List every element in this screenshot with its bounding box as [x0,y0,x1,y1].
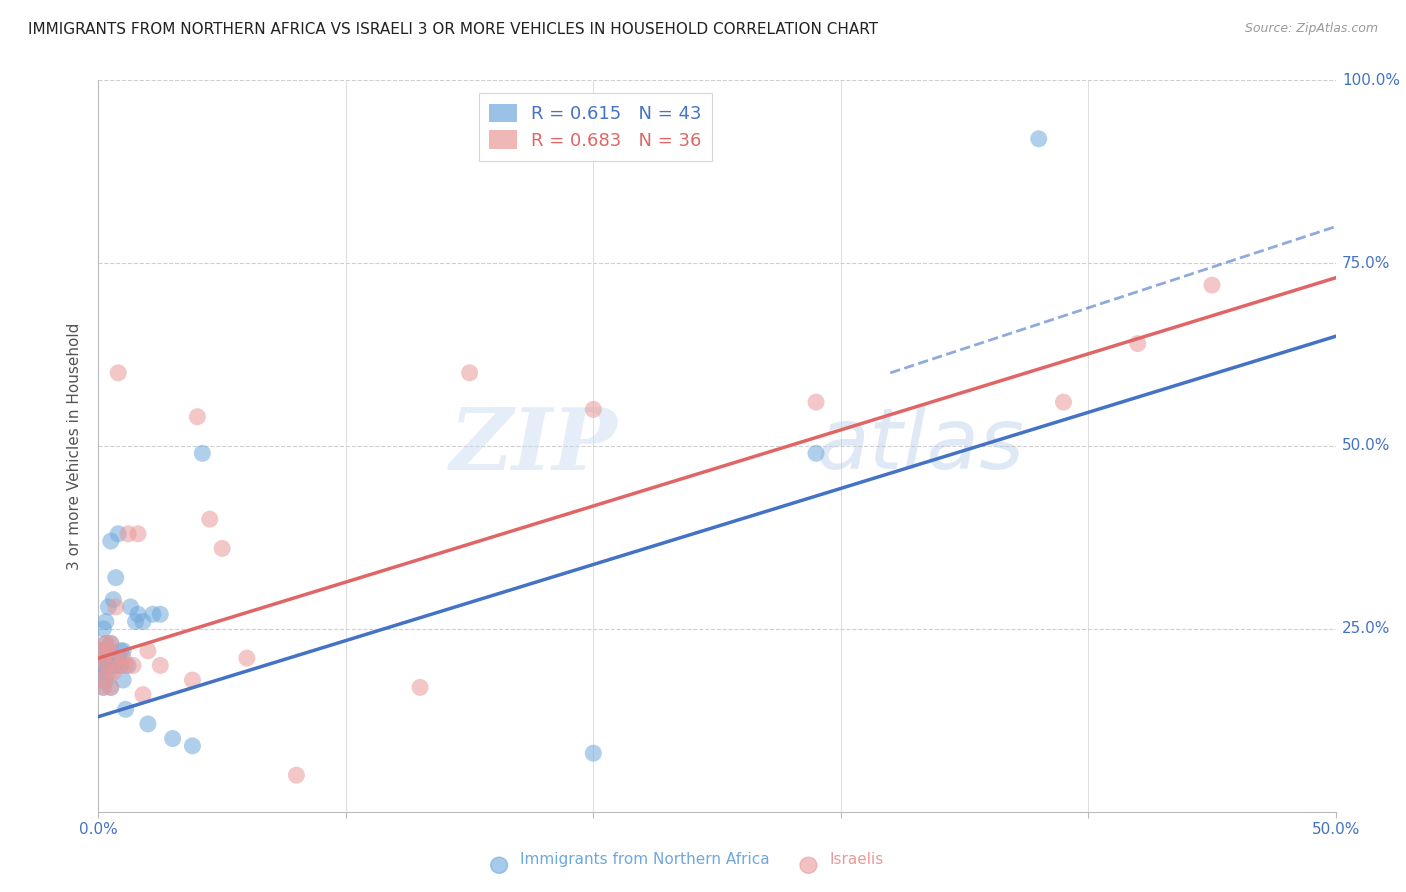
Point [107,651,129,665]
Point [97,644,120,658]
Point [90,673,112,687]
Point [90,658,112,673]
Point [100,681,122,695]
Point [90,673,112,687]
Point [93,681,115,695]
Point [110,658,132,673]
Point [142,607,165,622]
Point [93,622,115,636]
Text: ZIP: ZIP [450,404,619,488]
Point [104,651,127,665]
Point [1126,336,1149,351]
Text: 50.0%: 50.0% [1341,439,1391,453]
Point [136,717,159,731]
Point [114,702,136,716]
Point [186,409,208,424]
Text: 100.0%: 100.0% [1341,73,1400,87]
Point [104,658,127,673]
Point [100,636,122,650]
Point [93,658,115,673]
Point [582,402,605,417]
Point [94,658,117,673]
Point [117,658,139,673]
Point [100,658,122,673]
Point [122,658,145,673]
Point [93,651,115,665]
Text: Immigrants from Northern Africa: Immigrants from Northern Africa [520,852,770,867]
Legend: R = 0.615   N = 43, R = 0.683   N = 36: R = 0.615 N = 43, R = 0.683 N = 36 [478,93,713,161]
Point [112,651,135,665]
Point [94,658,117,673]
Point [117,526,139,541]
Point [132,615,155,629]
Point [107,366,129,380]
Point [127,526,149,541]
Point [236,651,259,665]
Point [285,768,308,782]
Point [97,644,120,658]
Point [97,599,120,614]
Text: Source: ZipAtlas.com: Source: ZipAtlas.com [1244,22,1378,36]
Point [211,541,233,556]
Point [94,615,117,629]
Point [191,446,214,460]
Point [136,644,159,658]
Point [198,512,221,526]
Point [97,665,120,680]
Point [90,644,112,658]
Point [132,688,155,702]
Text: atlas: atlas [815,404,1024,488]
Point [162,731,184,746]
Text: 25.0%: 25.0% [1341,622,1391,636]
Point [110,658,132,673]
Point [124,615,146,629]
Text: 75.0%: 75.0% [1341,256,1391,270]
Point [1201,278,1223,293]
Point [409,681,432,695]
Point [103,592,125,607]
Point [107,526,129,541]
Point [100,534,122,549]
Point [458,366,481,380]
Point [1028,132,1050,146]
Point [149,658,172,673]
Point [94,636,117,650]
Point [90,644,112,658]
Point [181,673,204,687]
Point [582,746,605,760]
Point [97,665,120,680]
Point [120,599,142,614]
Point [103,658,125,673]
Text: Israelis: Israelis [830,852,884,867]
Point [104,571,127,585]
Point [93,681,115,695]
Point [94,636,117,650]
Point [804,446,827,460]
Point [93,644,115,658]
Point [110,644,132,658]
Point [112,644,135,658]
Text: IMMIGRANTS FROM NORTHERN AFRICA VS ISRAELI 3 OR MORE VEHICLES IN HOUSEHOLD CORRE: IMMIGRANTS FROM NORTHERN AFRICA VS ISRAE… [28,22,879,37]
Y-axis label: 3 or more Vehicles in Household: 3 or more Vehicles in Household [67,322,83,570]
Point [804,395,827,409]
Point [103,665,125,680]
Point [112,673,135,687]
Point [104,599,127,614]
Point [1052,395,1074,409]
Point [149,607,172,622]
Point [114,658,136,673]
Point [94,673,117,687]
Point [127,607,149,622]
Point [100,681,122,695]
Point [181,739,204,753]
Point [100,636,122,650]
